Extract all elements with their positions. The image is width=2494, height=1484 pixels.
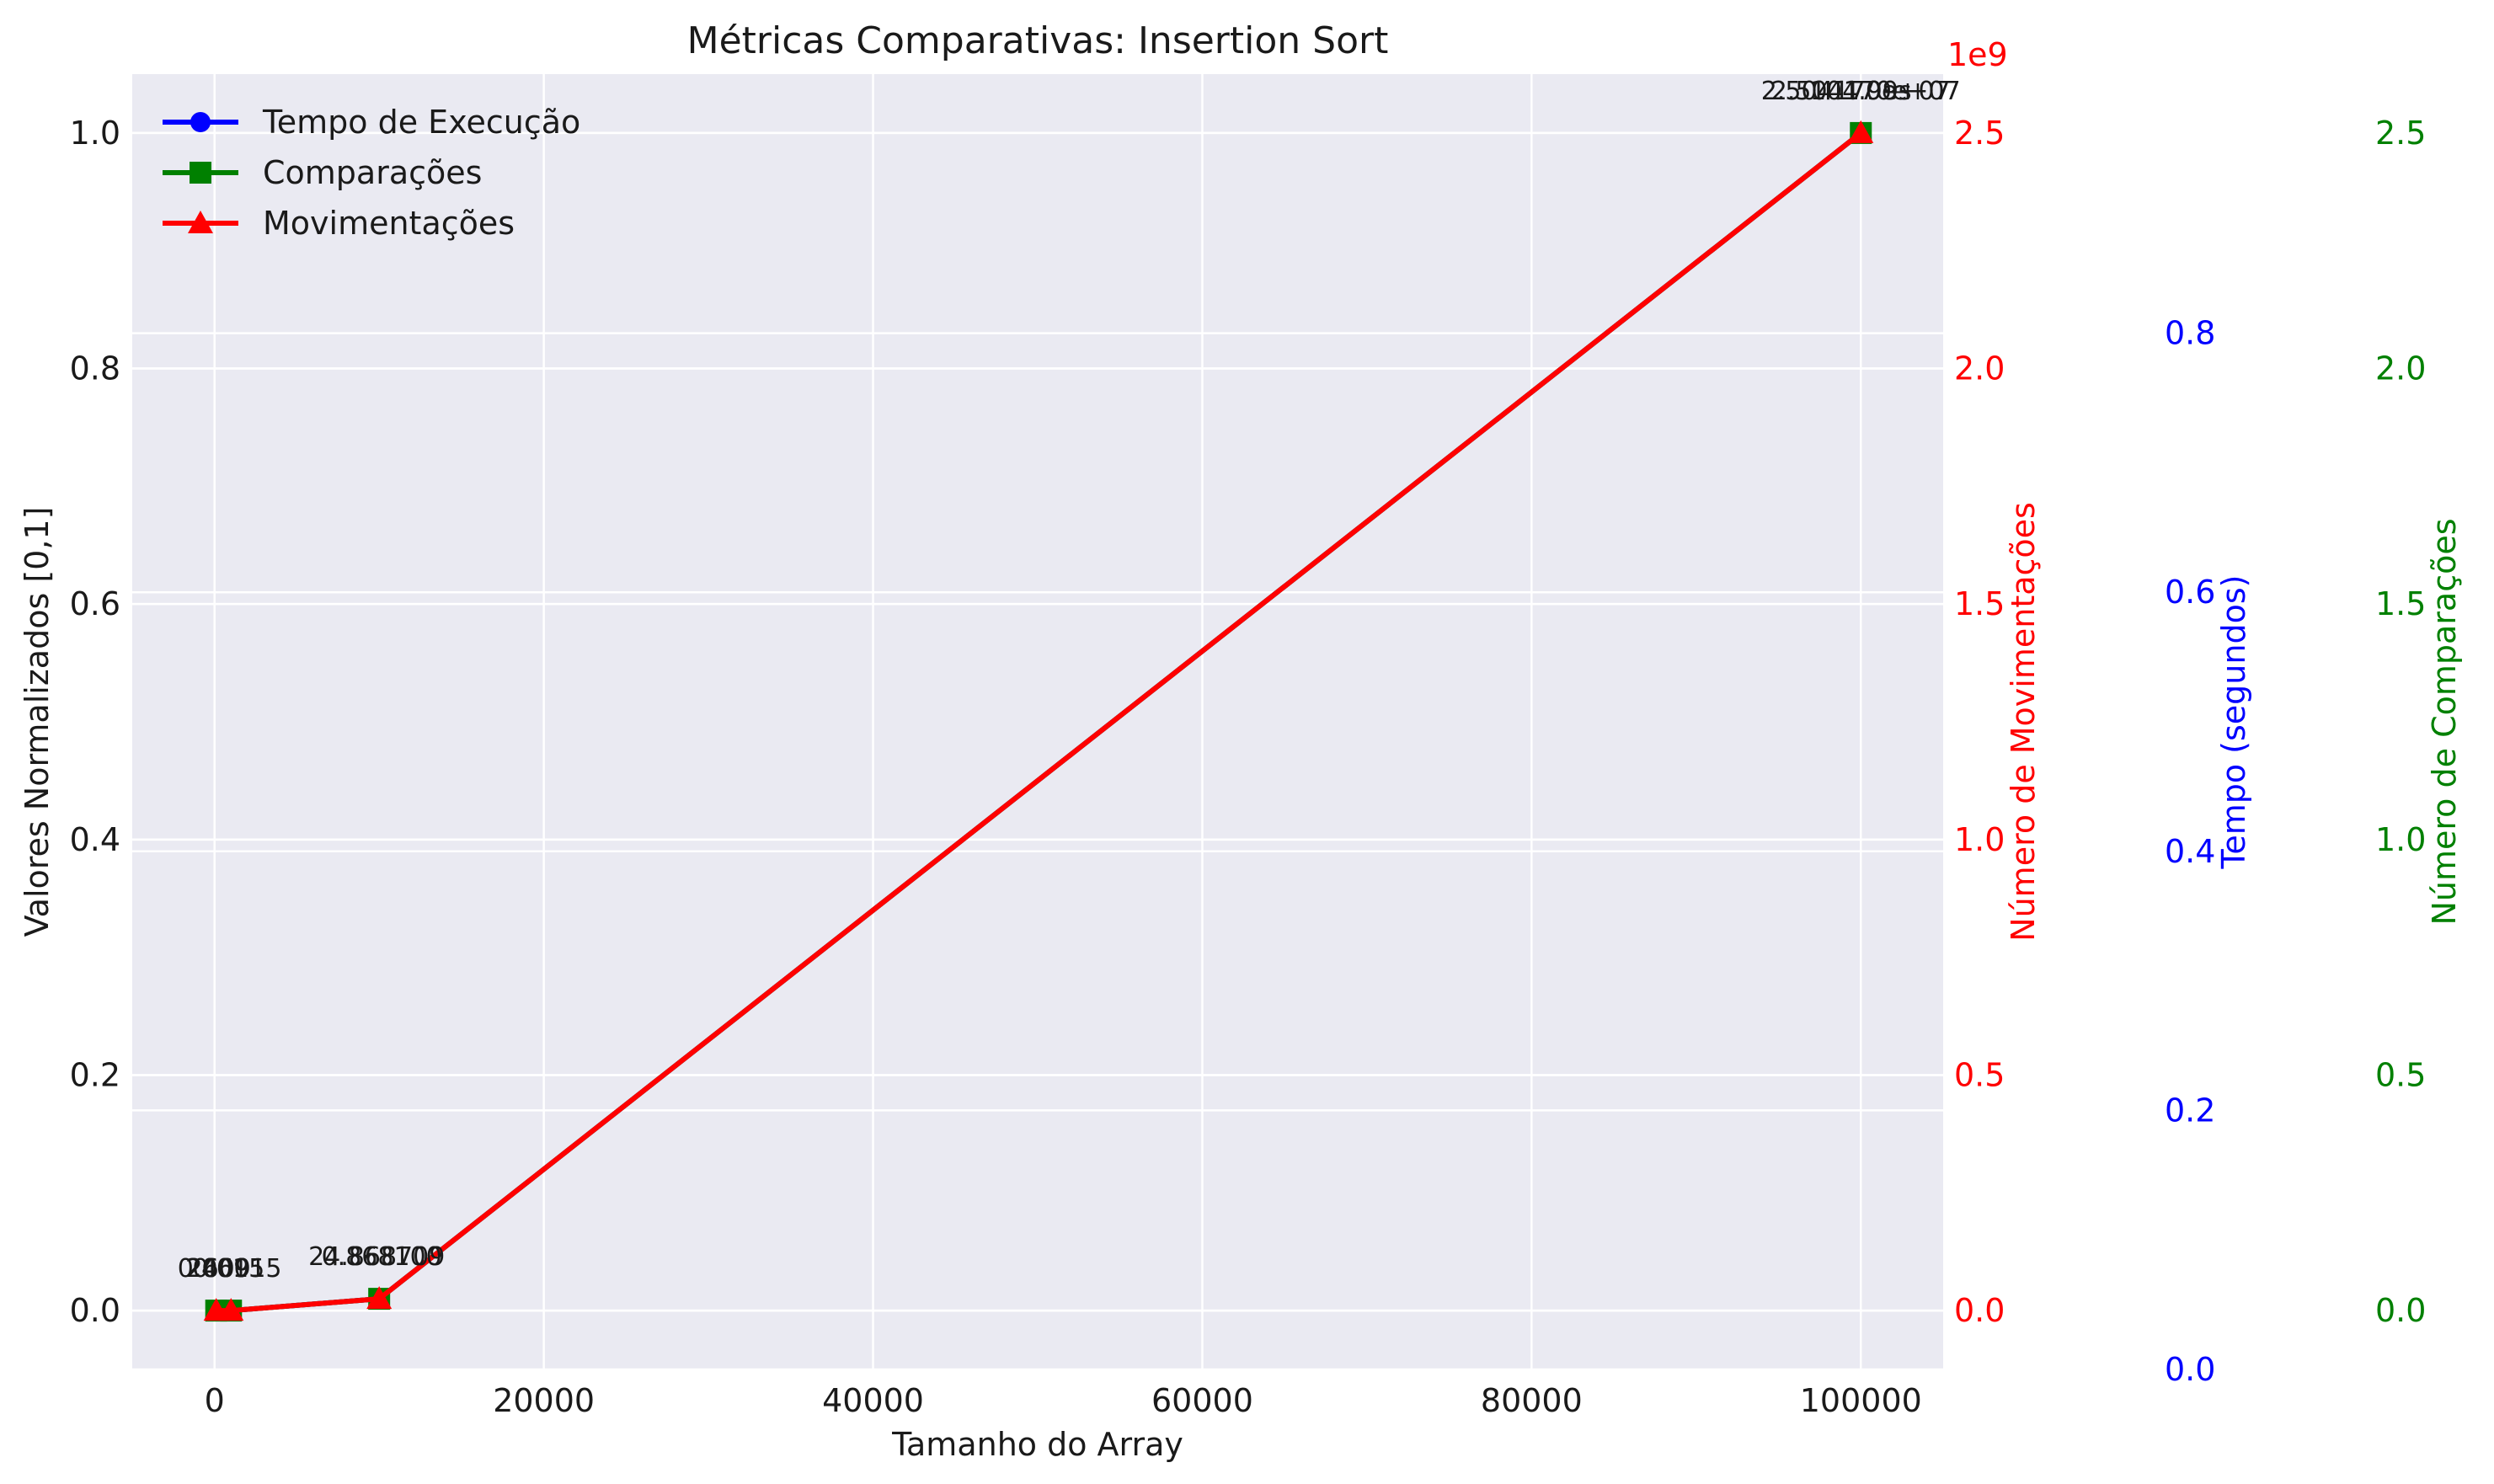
data-label: 104.99s: [1810, 77, 1912, 106]
secondary-axis-tick: 0.0: [2375, 1292, 2426, 1329]
y-axis: 0.0 0.2 0.4 0.6 0.8 1.0: [70, 115, 120, 1329]
y-tick-label: 0.4: [70, 821, 120, 858]
secondary-axis-tick: 0.5: [1954, 1056, 2005, 1093]
series-group: [203, 120, 1874, 1322]
data-label: 2.504170e+07: [1761, 77, 1951, 106]
secondary-axis-label: Tempo (segundos): [2215, 575, 2252, 870]
secondary-axis-tick: 2.5: [1954, 115, 2005, 152]
legend: Tempo de Execução Comparações Movimentaçõe…: [163, 104, 580, 242]
secondary-axis-tick: 1.0: [2375, 821, 2426, 858]
y-tick-label: 0.8: [70, 350, 120, 387]
data-label: 0.015: [192, 1254, 264, 1284]
legend-marker: [190, 162, 211, 184]
data-label: 2609: [187, 1254, 251, 1284]
secondary-axis-tick: 0.2: [2165, 1092, 2215, 1129]
data-label: 2.504170e+07: [1771, 77, 1961, 106]
x-tick-label: 40000: [822, 1382, 924, 1419]
y-tick-label: 0.0: [70, 1292, 120, 1329]
legend-marker: [190, 112, 211, 132]
y-axis-label: Valores Normalizados [0,1]: [19, 507, 56, 937]
secondary-axis-tick: 0.4: [2165, 833, 2215, 870]
plot-area: [132, 74, 1943, 1369]
secondary-axis-tick: 0.8: [2165, 315, 2215, 352]
x-tick-label: 80000: [1481, 1382, 1583, 1419]
secondary-axis-tick: 1.5: [2375, 585, 2426, 622]
legend-label: Movimentações: [263, 205, 515, 242]
data-point: [366, 1286, 393, 1310]
secondary-axis-tick: 1.0: [1954, 821, 2005, 858]
secondary-axis-tick: 1.5: [1954, 585, 2005, 622]
secondary-axis-tick: 0.0: [1954, 1292, 2005, 1329]
x-tick-label: 100000: [1800, 1382, 1922, 1419]
x-axis: 0 20000 40000 60000 80000 100000: [205, 1382, 1922, 1419]
secondary-axis-tick: 2.5: [2375, 115, 2426, 152]
x-tick-label: 60000: [1151, 1382, 1253, 1419]
y-tick-label: 0.2: [70, 1056, 120, 1093]
data-point: [1848, 120, 1874, 143]
secondary-axis-tick: 0.5: [2375, 1056, 2426, 1093]
legend-label: Tempo de Execução: [262, 104, 580, 141]
x-axis-label: Tamanho do Array: [891, 1426, 1183, 1463]
secondary-axes: 0.0 0.5 1.0 1.5 2.0 2.5 Número de Movimentaçõe…: [1947, 36, 2463, 1388]
y-tick-label: 0.6: [70, 585, 120, 622]
legend-marker: [188, 211, 213, 233]
secondary-axis-tick: 0.0: [2165, 1351, 2215, 1388]
axis-offset-label: 1e9: [1947, 36, 2008, 73]
data-label: 0.000: [178, 1254, 250, 1284]
series-line: [216, 131, 1863, 1314]
data-label: 24.868709: [308, 1242, 445, 1272]
secondary-axis-tick: 0.6: [2165, 574, 2215, 611]
secondary-axis-tick: 2.0: [2375, 350, 2426, 387]
secondary-axis-label: Número de Movimentações: [2005, 502, 2042, 942]
y-tick-label: 1.0: [70, 115, 120, 152]
secondary-axis-label: Número de Comparações: [2426, 518, 2463, 925]
data-label: 246915: [185, 1254, 282, 1284]
chart-title: Métricas Comparativas: Insertion Sort: [687, 19, 1389, 62]
grid: [132, 74, 1943, 1371]
data-point: [218, 1298, 244, 1321]
data-label: 0.868100: [322, 1242, 442, 1272]
legend-label: Comparações: [263, 154, 482, 191]
x-tick-label: 0: [205, 1382, 225, 1419]
x-tick-label: 20000: [493, 1382, 595, 1419]
secondary-axis-tick: 2.0: [1954, 350, 2005, 387]
